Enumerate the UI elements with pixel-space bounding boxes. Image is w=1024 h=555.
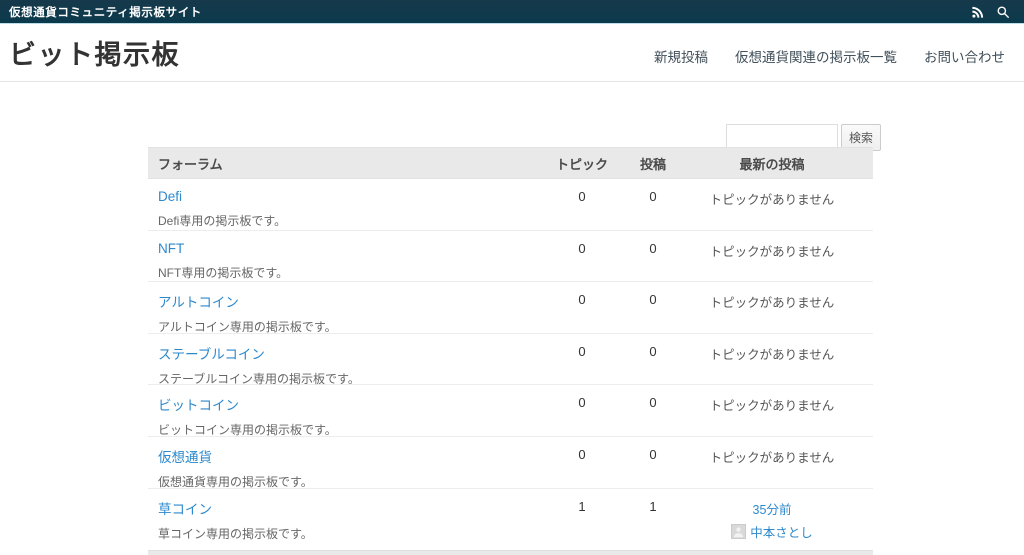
freshness-time-link[interactable]: 35分前	[752, 502, 792, 517]
forum-row: NFT NFT専用の掲示板です。 0 0 トピックがありません	[148, 230, 873, 283]
post-count: 0	[649, 343, 657, 359]
main-nav: 新規投稿 仮想通貨関連の掲示板一覧 お問い合わせ	[654, 46, 1005, 66]
post-count: 0	[649, 446, 657, 462]
topic-count: 0	[578, 343, 586, 359]
forum-description: ステーブルコイン専用の掲示板です。	[158, 371, 360, 386]
forum-row: 仮想通貨 仮想通貨専用の掲示板です。 0 0 トピックがありません	[148, 436, 873, 489]
forum-row: 草コイン 草コイン専用の掲示板です。 cawコインの存在は？ (1, 0) 1 …	[148, 488, 873, 555]
freshness-text: トピックがありません	[709, 399, 835, 414]
forum-link[interactable]: ビットコイン	[158, 398, 239, 414]
forum-table: フォーラム トピック 投稿 最新の投稿 Defi Defi専用の掲示板です。 0…	[148, 147, 873, 555]
topic-count: 0	[578, 395, 586, 411]
topic-count: 0	[578, 292, 586, 308]
forum-description: アルトコイン専用の掲示板です。	[158, 320, 337, 335]
forum-row: ステーブルコイン ステーブルコイン専用の掲示板です。 0 0 トピックがありませ…	[148, 333, 873, 386]
forum-link[interactable]: Defi	[158, 189, 183, 204]
topic-count: 1	[578, 498, 586, 514]
forum-description: ビットコイン専用の掲示板です。	[158, 423, 337, 438]
site-header: ビット掲示板 新規投稿 仮想通貨関連の掲示板一覧 お問い合わせ	[0, 24, 1024, 82]
rss-icon[interactable]	[971, 5, 985, 19]
topbar: 仮想通貨コミュニティ掲示板サイト	[0, 0, 1024, 24]
table-footer-bar	[148, 550, 873, 555]
search-icon[interactable]	[996, 5, 1010, 19]
nav-contact[interactable]: お問い合わせ	[924, 50, 1005, 65]
forum-row: ビットコイン ビットコイン専用の掲示板です。 0 0 トピックがありません	[148, 385, 873, 437]
forum-link[interactable]: ステーブルコイン	[158, 346, 265, 362]
post-count: 0	[649, 395, 657, 411]
topbar-site-link[interactable]: 仮想通貨コミュニティ掲示板サイト	[9, 6, 202, 19]
forum-link[interactable]: 草コイン	[158, 501, 212, 517]
forum-link[interactable]: NFT	[158, 240, 185, 256]
freshness-text: トピックがありません	[709, 193, 835, 207]
user-avatar	[731, 523, 747, 539]
column-header-forum: フォーラム	[158, 156, 223, 172]
forum-link[interactable]: 仮想通貨	[158, 449, 212, 465]
freshness-text: トピックがありません	[709, 450, 835, 465]
freshness-author-row: 中本さとし	[689, 522, 855, 541]
forum-description: Defi専用の掲示板です。	[158, 214, 287, 228]
forum-description: NFT専用の掲示板です。	[158, 265, 289, 280]
topic-count: 0	[578, 446, 586, 462]
topic-count: 0	[578, 189, 586, 204]
forum-row: Defi Defi専用の掲示板です。 0 0 トピックがありません	[148, 179, 873, 231]
site-title[interactable]: ビット掲示板	[9, 40, 180, 70]
forum-description: 草コイン専用の掲示板です。	[158, 526, 313, 541]
search-input[interactable]	[726, 124, 838, 148]
topic-count: 0	[578, 240, 586, 256]
column-header-posts: 投稿	[639, 156, 666, 172]
freshness-cell: 35分前 中本さとし	[689, 489, 873, 555]
column-header-freshness: 最新の投稿	[739, 156, 805, 172]
post-count: 0	[649, 292, 657, 308]
forum-row: アルトコイン アルトコイン専用の掲示板です。 0 0 トピックがありません	[148, 282, 873, 334]
nav-crypto-board-list[interactable]: 仮想通貨関連の掲示板一覧	[735, 50, 897, 65]
topbar-icons	[971, 5, 1024, 19]
freshness-text: トピックがありません	[709, 296, 835, 311]
forum-description: 仮想通貨専用の掲示板です。	[158, 474, 313, 489]
forum-table-header: フォーラム トピック 投稿 最新の投稿	[148, 147, 873, 179]
post-count: 1	[649, 498, 657, 514]
freshness-text: トピックがありません	[709, 244, 835, 259]
freshness-author-link[interactable]: 中本さとし	[750, 525, 813, 540]
forum-link[interactable]: アルトコイン	[158, 295, 239, 311]
column-header-topics: トピック	[555, 156, 608, 172]
post-count: 0	[649, 189, 657, 204]
post-count: 0	[649, 240, 657, 256]
freshness-text: トピックがありません	[709, 347, 835, 362]
nav-new-post[interactable]: 新規投稿	[654, 50, 708, 65]
